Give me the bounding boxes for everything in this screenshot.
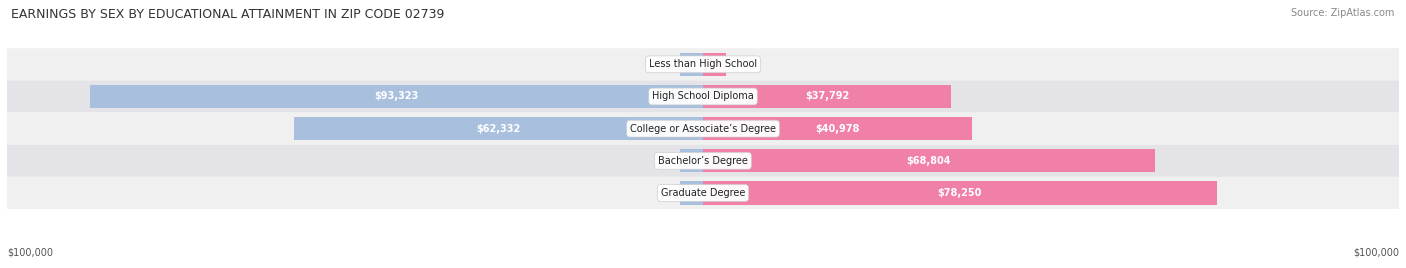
Text: $0: $0 [661,188,673,198]
Text: $100,000: $100,000 [1353,247,1399,257]
Text: $0: $0 [661,59,673,69]
Bar [703,181,1216,204]
Bar [681,181,703,204]
Bar [681,149,703,172]
Text: $40,978: $40,978 [815,124,859,134]
Text: Source: ZipAtlas.com: Source: ZipAtlas.com [1291,8,1395,18]
Text: High School Diploma: High School Diploma [652,91,754,102]
FancyBboxPatch shape [7,80,1399,113]
Bar [90,85,703,108]
Bar [703,149,1154,172]
Text: $0: $0 [661,156,673,166]
Bar [703,53,725,76]
Bar [681,53,703,76]
Text: $0: $0 [733,59,745,69]
FancyBboxPatch shape [7,113,1399,145]
Text: $37,792: $37,792 [806,91,849,102]
Text: $68,804: $68,804 [907,156,950,166]
Text: Graduate Degree: Graduate Degree [661,188,745,198]
Text: Bachelor’s Degree: Bachelor’s Degree [658,156,748,166]
Bar [703,85,950,108]
Text: $100,000: $100,000 [7,247,53,257]
Bar [703,117,972,140]
Text: EARNINGS BY SEX BY EDUCATIONAL ATTAINMENT IN ZIP CODE 02739: EARNINGS BY SEX BY EDUCATIONAL ATTAINMEN… [11,8,444,21]
FancyBboxPatch shape [7,145,1399,177]
FancyBboxPatch shape [7,48,1399,80]
Text: $93,323: $93,323 [374,91,419,102]
Text: $62,332: $62,332 [477,124,520,134]
Text: $78,250: $78,250 [938,188,981,198]
FancyBboxPatch shape [7,177,1399,209]
Text: Less than High School: Less than High School [650,59,756,69]
Text: College or Associate’s Degree: College or Associate’s Degree [630,124,776,134]
Bar [294,117,703,140]
